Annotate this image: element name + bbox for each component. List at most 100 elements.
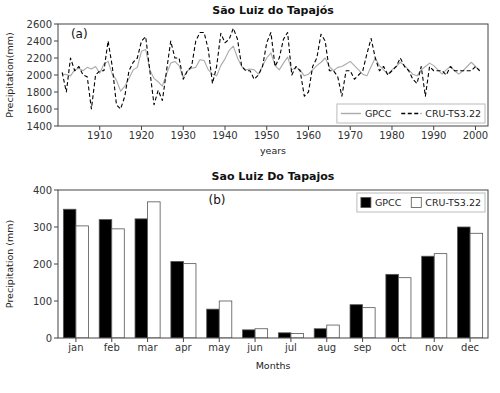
y-tick-label: 1400 [27,121,52,132]
bar [135,219,148,338]
legend-item: GPCC [341,108,392,119]
y-tick [54,41,58,42]
x-tick-label: 1920 [129,130,154,141]
plot-frame [58,24,488,126]
x-tick-label: apr [175,342,192,353]
y-tick [54,58,58,59]
y-tick-label: 1800 [27,87,52,98]
plot-frame [58,190,488,338]
chart-title: São Luiz do Tapajós [212,4,334,17]
x-tick-label: nov [425,342,443,353]
y-tick-label: 300 [33,222,52,233]
x-tick-label: 1960 [296,130,321,141]
y-tick [54,24,58,25]
bar [219,301,232,338]
legend-box [357,193,485,212]
legend-label: CRU-TS3.22 [425,108,481,119]
y-tick-label: 2000 [27,70,52,81]
bar [99,220,112,338]
y-tick-label: 100 [33,296,52,307]
legend-box [337,104,485,123]
bar [63,209,76,338]
bar [327,325,340,338]
y-tick-label: 200 [33,259,52,270]
y-tick-label: 0 [46,333,52,344]
bar [363,308,376,338]
y-axis-label: Precipitation (mm) [4,220,15,308]
x-tick-label: 1970 [338,130,363,141]
y-tick-label: 2600 [27,19,52,30]
x-tick-label: 2000 [463,130,488,141]
y-tick [54,126,58,127]
legend-swatch [361,198,371,208]
x-tick-label: feb [104,342,120,353]
bar [422,256,435,338]
legend-item: CRU-TS3.22 [401,108,481,119]
x-tick-label: aug [317,342,336,353]
legend-swatch [401,113,421,114]
x-tick-label: jun [246,342,262,353]
bar [386,274,399,338]
legend-item: GPCC [361,197,402,208]
x-tick-label: mar [138,342,159,353]
legend-label: GPCC [365,108,392,119]
x-tick-label: 1950 [254,130,279,141]
legend-label: GPCC [375,197,402,208]
bar [171,261,184,338]
x-tick-label: dec [461,342,479,353]
legend-label: CRU-TS3.22 [425,197,481,208]
y-tick [54,75,58,76]
x-tick-label: jul [284,342,297,353]
panel: São Luiz do Tapajós 1400 1600 1800 2000 2200 2… [4,4,488,156]
legend-item: CRU-TS3.22 [411,197,481,208]
legend-swatch [411,198,421,208]
bar [148,202,161,338]
y-tick [54,92,58,93]
plot-marks [63,202,482,338]
panel: Sao Luiz Do Tapajos 0 100 200 300 400 Precipit… [4,170,488,371]
bar [291,334,304,338]
y-tick [54,190,58,191]
y-tick [54,227,58,228]
y-tick-label: 2200 [27,53,52,64]
legend-swatch [341,113,361,114]
x-tick-label: jan [67,342,83,353]
y-tick-label: 400 [33,185,52,196]
legend: GPCC CRU-TS3.22 [357,193,485,212]
y-axis-label: Precipitation(mm) [4,32,15,117]
plot-marks [62,28,479,109]
bar [183,264,196,338]
bar [112,229,125,338]
bar [398,278,411,338]
x-tick-label: 1990 [421,130,446,141]
bar [76,226,89,338]
legend: GPCC CRU-TS3.22 [337,104,485,123]
x-tick-label: sep [354,342,372,353]
x-tick-label: 1930 [171,130,196,141]
y-tick-label: 1600 [27,104,52,115]
bar [243,330,256,338]
x-axis-label: Months [256,360,291,371]
y-tick [54,109,58,110]
x-axis-label: years [260,145,286,156]
series-line [62,46,479,91]
y-tick [54,301,58,302]
bar [314,329,327,338]
bar [278,333,291,338]
figure: São Luiz do Tapajós140016001800200022002… [0,0,500,393]
bar [470,233,483,338]
panel-label: (b) [209,193,226,207]
x-tick-label: 1910 [87,130,112,141]
chart-title: Sao Luiz Do Tapajos [212,170,335,183]
x-tick-label: 1940 [212,130,237,141]
x-tick-label: 1980 [379,130,404,141]
y-tick [54,338,58,339]
bar [255,329,268,338]
bar [350,305,363,338]
x-tick-label: may [208,342,230,353]
panel-label: (a) [71,27,88,41]
bar [434,254,447,338]
bar [207,309,220,338]
y-tick [54,264,58,265]
x-tick-label: oct [391,342,407,353]
